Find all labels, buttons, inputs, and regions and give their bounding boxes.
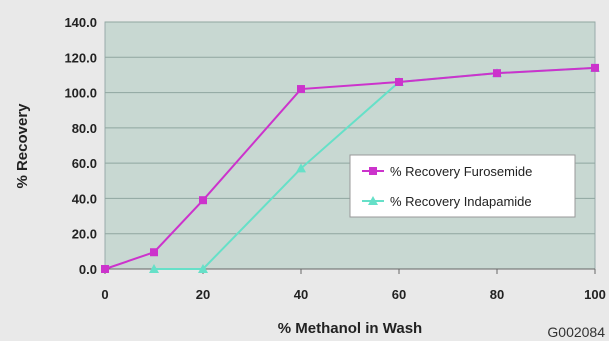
y-axis: 0.0 20.0 40.0 60.0 80.0 100.0 120.0 140.0 (64, 15, 97, 277)
data-point (493, 69, 501, 78)
legend-label: % Recovery Furosemide (390, 164, 532, 179)
x-tick-label: 100 (584, 287, 606, 302)
x-tick-label: 0 (101, 287, 108, 302)
x-tick-label: 40 (294, 287, 308, 302)
data-point (199, 196, 207, 205)
data-point (296, 163, 306, 173)
x-tick-label: 60 (392, 287, 406, 302)
data-point (150, 248, 158, 257)
data-point (395, 77, 403, 86)
data-point (101, 265, 109, 273)
x-axis: 0 20 40 60 80 100 (101, 268, 606, 302)
plot-area (104, 21, 596, 270)
legend-marker (369, 167, 377, 175)
x-tick-label: 20 (196, 287, 210, 302)
data-point (591, 63, 599, 72)
x-axis-title: % Methanol in Wash (278, 320, 422, 337)
y-tick-label: 20.0 (72, 227, 97, 242)
y-axis-title: % Recovery (14, 103, 31, 189)
y-tick-label: 80.0 (72, 121, 97, 136)
y-tick-label: 60.0 (72, 156, 97, 171)
data-point (297, 85, 305, 94)
y-tick-label: 140.0 (64, 15, 97, 30)
data-point (149, 264, 159, 273)
x-tick-label: 80 (490, 287, 504, 302)
figure-code: G002084 (547, 324, 605, 340)
legend-box (349, 154, 576, 218)
legend: % Recovery Furosemide % Recovery Indapami… (349, 154, 576, 218)
legend-marker (368, 196, 378, 205)
y-tick-label: 40.0 (72, 191, 97, 206)
series-group (101, 62, 600, 273)
data-point (198, 264, 208, 273)
y-tick-label: 0.0 (79, 262, 97, 277)
y-tick-label: 100.0 (64, 86, 97, 101)
y-tick-label: 120.0 (64, 50, 97, 65)
legend-label: % Recovery Indapamide (390, 194, 532, 209)
